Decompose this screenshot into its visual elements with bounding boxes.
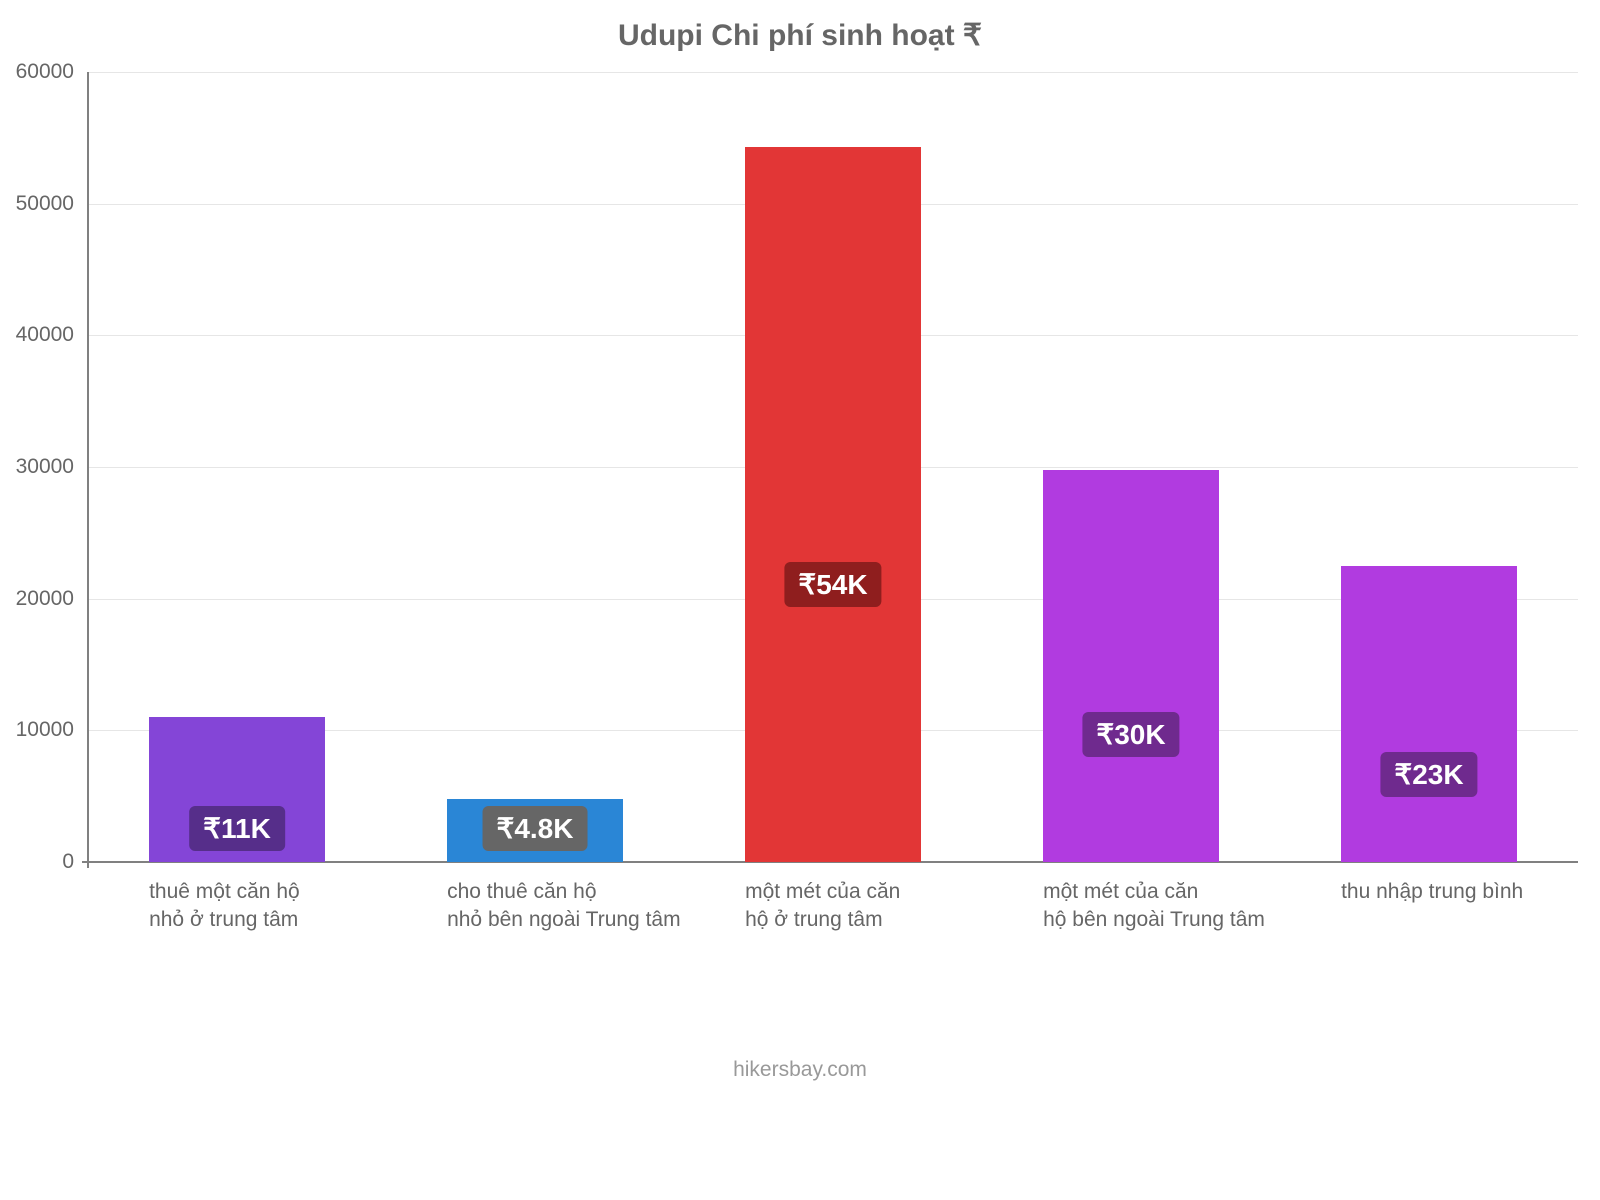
y-tick-label: 20000 <box>16 587 88 611</box>
cost-of-living-chart: Udupi Chi phí sinh hoạt ₹ 01000020000300… <box>0 0 1600 1200</box>
x-tick-label: một mét của cănhộ bên ngoài Trung tâm <box>1043 862 1303 935</box>
value-badge: ₹11K <box>189 806 285 851</box>
value-badge: ₹30K <box>1082 712 1179 757</box>
y-tick-label: 60000 <box>16 60 88 84</box>
y-axis-line <box>87 72 89 868</box>
value-badge: ₹4.8K <box>483 806 588 851</box>
x-tick-label: thuê một căn hộnhỏ ở trung tâm <box>149 862 409 935</box>
x-tick-label: một mét của cănhộ ở trung tâm <box>745 862 1005 935</box>
bar <box>1043 470 1219 862</box>
value-badge: ₹54K <box>784 562 881 607</box>
x-tick-label: cho thuê căn hộnhỏ bên ngoài Trung tâm <box>447 862 707 935</box>
y-tick-label: 10000 <box>16 718 88 742</box>
y-tick-label: 40000 <box>16 323 88 347</box>
y-tick-label: 30000 <box>16 455 88 479</box>
y-tick-label: 50000 <box>16 192 88 216</box>
bar <box>745 147 921 862</box>
bar <box>1341 566 1517 862</box>
gridline <box>88 72 1578 73</box>
chart-title: Udupi Chi phí sinh hoạt ₹ <box>0 18 1600 53</box>
plot-area: 0100002000030000400005000060000₹11Kthuê … <box>88 72 1578 862</box>
chart-footer: hikersbay.com <box>0 1058 1600 1082</box>
x-tick-label: thu nhập trung bình <box>1341 862 1600 906</box>
value-badge: ₹23K <box>1380 752 1477 797</box>
